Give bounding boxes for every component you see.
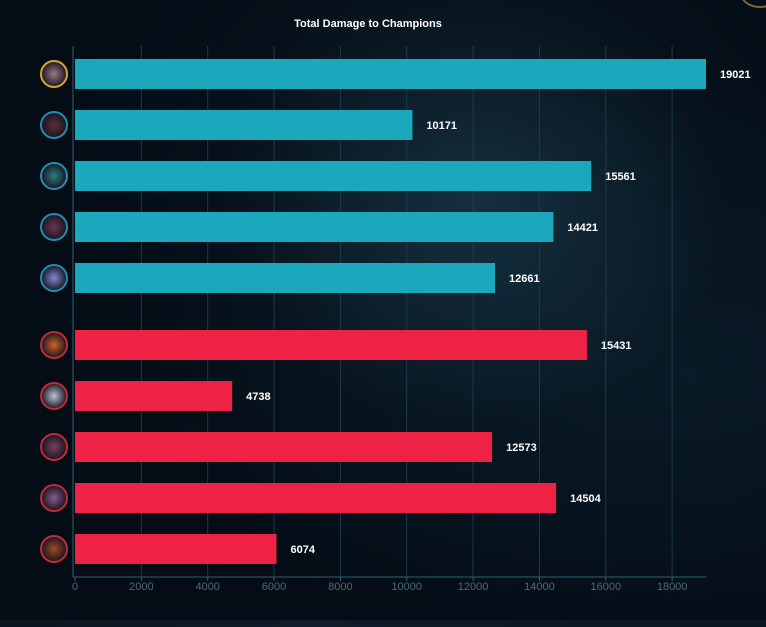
bar-red-2 [75, 381, 233, 411]
bar-value-label: 12573 [506, 442, 537, 454]
bar-red-3 [75, 432, 493, 462]
x-tick-label: 8000 [328, 581, 352, 593]
champion-portrait-icon [40, 60, 68, 88]
bar-value-label: 6074 [290, 544, 315, 556]
bar-red-1 [75, 330, 587, 360]
bar-blue-3 [75, 161, 592, 191]
champion-portrait-icon [40, 433, 68, 461]
champion-portrait-icon [40, 331, 68, 359]
x-tick-label: 14000 [524, 581, 555, 593]
bar-blue-4 [75, 212, 554, 242]
champion-portrait-icon [40, 162, 68, 190]
x-tick-label: 12000 [458, 581, 489, 593]
bar-blue-1 [75, 59, 706, 89]
bar-value-label: 15561 [605, 171, 636, 183]
x-tick-label: 0 [72, 581, 78, 593]
champion-portrait-icon [40, 264, 68, 292]
bar-value-label: 15431 [601, 340, 632, 352]
bar-value-label: 19021 [720, 69, 751, 81]
bar-blue-2 [75, 110, 413, 140]
bar-value-label: 4738 [246, 391, 270, 403]
bar-red-4 [75, 483, 557, 513]
bar-value-label: 14504 [570, 493, 601, 505]
champion-portrait-icon [40, 213, 68, 241]
x-tick-label: 6000 [262, 581, 286, 593]
bar-value-label: 12661 [509, 273, 540, 285]
x-tick-label: 10000 [391, 581, 422, 593]
champion-portrait-icon [40, 535, 68, 563]
x-tick-label: 18000 [657, 581, 688, 593]
champion-portrait-icon [40, 111, 68, 139]
bar-blue-5 [75, 263, 496, 293]
x-tick-label: 4000 [195, 581, 219, 593]
bottom-strip [0, 620, 766, 627]
bar-value-label: 14421 [567, 222, 598, 234]
champion-portrait-icon [40, 484, 68, 512]
x-tick-label: 2000 [129, 581, 153, 593]
x-tick-label: 16000 [590, 581, 621, 593]
champion-portrait-icon [40, 382, 68, 410]
chart-title: Total Damage to Champions [294, 18, 442, 30]
bar-red-5 [75, 534, 277, 564]
bar-value-label: 10171 [426, 120, 457, 132]
